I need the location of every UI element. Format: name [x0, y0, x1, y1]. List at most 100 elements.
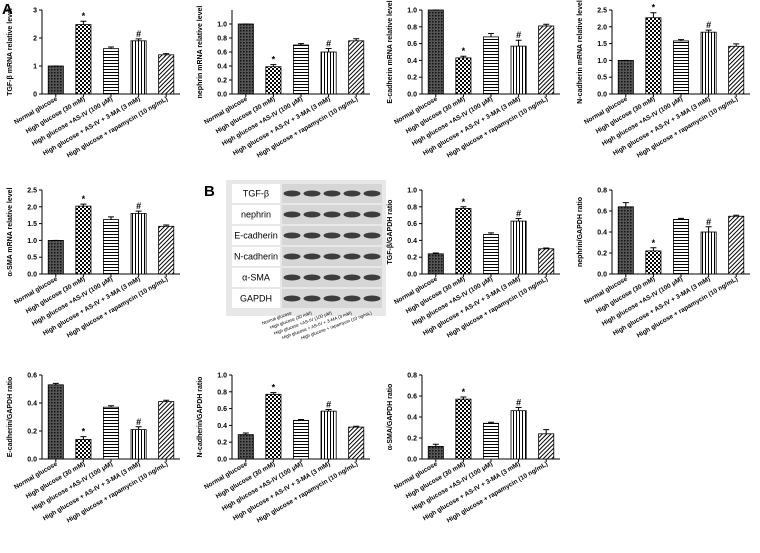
bar	[103, 48, 119, 95]
blot-band	[323, 274, 341, 281]
y-tick-label: 1.5	[27, 221, 37, 228]
y-tick-label: 1.0	[217, 373, 227, 380]
error-bar	[733, 43, 740, 47]
bar	[348, 426, 365, 460]
bar	[483, 422, 499, 460]
significance-mark: *	[82, 194, 86, 204]
bar	[728, 215, 745, 275]
error-bar	[135, 38, 142, 41]
error-bar	[298, 419, 304, 421]
bar	[293, 44, 309, 95]
bar	[483, 234, 499, 275]
y-tick-label: 0.0	[217, 92, 227, 99]
y-tick-label: 0.2	[407, 75, 417, 82]
y-tick-label: 0.2	[407, 255, 417, 262]
error-bar	[242, 432, 249, 435]
error-bar	[432, 252, 439, 254]
y-tick-label: 0.5	[597, 75, 607, 82]
error-bar	[298, 43, 304, 45]
bar	[158, 401, 175, 460]
blot-label-box	[232, 268, 280, 287]
error-bar	[135, 210, 142, 214]
y-tick-label: 0.6	[217, 406, 227, 413]
error-bar	[650, 12, 657, 18]
significance-mark: #	[326, 399, 331, 409]
bar	[427, 253, 444, 275]
blot-band	[363, 295, 381, 302]
bar-chart: TGF-β mRNA relative level 0 1 2 3 Normal gluc…	[7, 8, 180, 159]
error-bar	[163, 399, 170, 402]
blot-band	[323, 232, 341, 239]
y-tick-label: 1.0	[597, 58, 607, 65]
significance-mark: *	[652, 3, 656, 13]
y-tick-label: 2.5	[597, 8, 607, 15]
y-tick-label: 2.5	[27, 188, 37, 195]
blot-band	[303, 274, 321, 281]
y-tick-label: 2.0	[597, 24, 607, 31]
y-tick-label: 0.8	[597, 188, 607, 195]
significance-mark: #	[136, 201, 141, 211]
y-axis-label: TGF-β/GAPDH ratio	[387, 200, 394, 265]
y-tick-label: 0.8	[407, 204, 417, 211]
bar	[75, 205, 92, 275]
bar	[47, 384, 64, 460]
bar	[130, 429, 147, 460]
error-bar	[515, 39, 522, 47]
significance-mark: *	[652, 238, 656, 248]
error-bar	[80, 20, 87, 25]
blot-band	[323, 211, 341, 218]
error-bar	[353, 425, 360, 428]
bar	[673, 40, 689, 95]
bar	[728, 45, 745, 95]
blot-band	[343, 232, 361, 239]
bar	[103, 406, 119, 460]
significance-mark: #	[326, 39, 331, 49]
bar	[103, 219, 119, 275]
bar	[645, 17, 662, 95]
bar	[510, 220, 527, 275]
error-bar	[325, 408, 332, 412]
y-axis-label: N-cadherin mRNA relative level	[577, 0, 584, 104]
blot-label-box	[232, 247, 280, 266]
error-bar	[163, 224, 170, 227]
bar-chart: E-cadherin/GAPDH ratio 0.0 0.2 0.4 0.6 Normal…	[7, 373, 180, 524]
blot-row-label: E-cadherin	[234, 231, 278, 241]
error-bar	[135, 426, 142, 430]
bar	[237, 23, 254, 95]
y-axis-label: E-cadherin/GAPDH ratio	[7, 377, 14, 458]
blot-band	[363, 232, 381, 239]
y-tick-label: 0.8	[407, 24, 417, 31]
y-tick-label: 0.4	[27, 401, 37, 408]
bar	[510, 410, 527, 460]
y-tick-label: 0.6	[597, 209, 607, 216]
y-tick-label: 2.0	[27, 204, 37, 211]
bar-chart: nephrin mRNA relative level 0.0 0.2 0.4 0.6 0…	[197, 6, 370, 159]
x-tick-label: Normal glucose	[393, 275, 439, 306]
x-tick-label: Normal glucose	[13, 95, 59, 126]
blot-row-label: N-cadherin	[234, 252, 278, 262]
panel-label: A	[2, 1, 13, 18]
bar	[510, 45, 527, 95]
error-bar	[488, 232, 494, 235]
bar	[320, 51, 337, 95]
blot-band	[283, 295, 301, 302]
bar	[673, 218, 689, 275]
bar-chart: N-cadherin/GAPDH ratio 0.0 0.2 0.4 0.6 0.8 1.0…	[197, 373, 370, 524]
bar	[75, 438, 92, 460]
bar	[130, 40, 147, 95]
error-bar	[80, 203, 87, 207]
bar	[47, 65, 64, 95]
y-tick-label: 0.2	[217, 78, 227, 85]
error-bar	[705, 226, 712, 232]
error-bar	[543, 429, 550, 434]
y-tick-label: 0.4	[407, 238, 417, 245]
y-tick-label: 0.5	[27, 255, 37, 262]
bar	[538, 433, 555, 460]
error-bar	[325, 48, 332, 52]
bar	[427, 445, 444, 460]
significance-mark: #	[516, 398, 521, 408]
y-tick-label: 1.0	[407, 8, 417, 15]
y-tick-label: 0.6	[407, 221, 417, 228]
x-tick-label: Normal glucose	[393, 460, 439, 491]
blot-band	[343, 211, 361, 218]
